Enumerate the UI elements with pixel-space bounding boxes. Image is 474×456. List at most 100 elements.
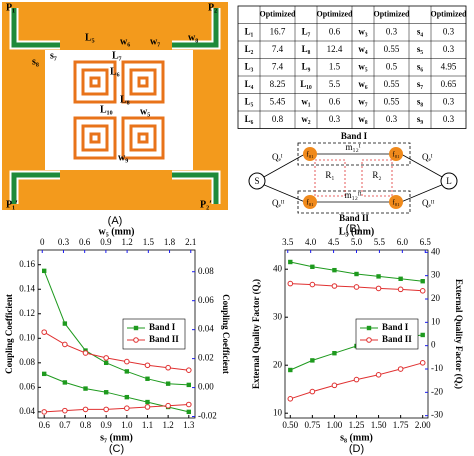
plot-frame xyxy=(37,249,196,419)
resonator-node xyxy=(389,147,403,161)
table-cell: 1.5 xyxy=(329,61,341,71)
table-cell: 0.3 xyxy=(386,26,398,36)
table-cell: 5.45 xyxy=(270,96,286,106)
x2-tick-label: 3.5 xyxy=(282,237,294,247)
region-label: R₁ xyxy=(325,170,334,180)
marker xyxy=(287,396,294,402)
port-label: P₂ xyxy=(208,2,217,13)
table-header: Optimized xyxy=(431,10,468,19)
q-label: Qₑᴵᴵ xyxy=(272,198,285,208)
marker xyxy=(83,386,88,391)
dim-label: w₉ xyxy=(118,152,128,163)
marker xyxy=(398,276,403,281)
marker xyxy=(397,366,404,372)
marker xyxy=(62,341,68,348)
table-cell: w₂ xyxy=(301,114,310,124)
table-cell: L₇ xyxy=(302,26,311,36)
y-tick-label: 0.10 xyxy=(19,332,35,342)
y2-tick-label: 0.06 xyxy=(198,295,214,305)
port-label: P₁ xyxy=(6,2,15,13)
cavity xyxy=(45,50,193,170)
table-cell: 0.3 xyxy=(443,44,455,54)
marker xyxy=(82,350,89,356)
table-cell: s₆ xyxy=(417,61,424,71)
marker xyxy=(332,267,337,273)
dim-label: w₅ xyxy=(140,106,150,117)
q-label: Qₑᴵ xyxy=(422,152,433,162)
marker xyxy=(103,390,109,395)
table-cell: s₇ xyxy=(417,79,424,89)
chart: 0.50 0.75 1.00 1.25 1.50 1.75 2.00 3.5 4.0 4.5 5.0… xyxy=(251,226,464,455)
marker xyxy=(124,369,130,374)
chart: 0.6 0.7 0.8 0.9 1.0 1.1 1.2 1.3 0 0.3 0.6 0.9 1.2 1.5… xyxy=(4,226,231,455)
table-cell: 12.4 xyxy=(327,44,343,54)
series-line xyxy=(43,270,189,386)
marker xyxy=(124,394,130,400)
table-header: Optimized xyxy=(374,10,411,19)
table-cell: w₁ xyxy=(301,96,310,106)
series-line xyxy=(290,261,423,282)
marker xyxy=(397,286,404,293)
marker xyxy=(332,351,337,356)
x-tick-label: 1.75 xyxy=(393,420,409,430)
table-cell: 7.4 xyxy=(272,44,284,54)
resonator-node xyxy=(303,147,317,161)
marker xyxy=(309,388,316,395)
dim-label: s₈ xyxy=(32,56,39,67)
marker xyxy=(376,274,381,279)
marker xyxy=(145,399,150,405)
x2-tick-label: 6.0 xyxy=(397,237,409,247)
marker xyxy=(375,372,382,378)
table-cell: s₅ xyxy=(417,44,424,54)
x-tick-label: 1.00 xyxy=(327,420,343,430)
table-cell: 0.3 xyxy=(329,114,341,124)
node-label: f₀₁ xyxy=(306,151,313,159)
x-tick-label: 0.9 xyxy=(101,420,113,430)
feed-lines xyxy=(11,8,219,204)
panel-caption: (D) xyxy=(349,443,364,455)
marker xyxy=(144,362,151,369)
source-node xyxy=(248,172,266,190)
y2-tick-label: -0.02 xyxy=(198,411,217,421)
y-tick-label: 0.08 xyxy=(19,357,35,367)
marker xyxy=(186,382,192,388)
band-label: Band II xyxy=(339,213,369,223)
table-cell: 0.55 xyxy=(384,79,400,89)
table-cell: 8.25 xyxy=(270,79,286,89)
x-tick-label: 0.8 xyxy=(80,420,92,430)
y-tick-label: 0.06 xyxy=(19,381,35,391)
marker xyxy=(165,381,171,386)
x-tick-label: 1.1 xyxy=(142,420,153,430)
marker xyxy=(62,380,68,385)
marker xyxy=(420,332,425,338)
diagram-lines xyxy=(261,142,445,214)
table-cell: 0.3 xyxy=(443,26,455,36)
series-line xyxy=(44,404,189,413)
load-node xyxy=(440,172,458,190)
table-cell: w₈ xyxy=(358,114,367,124)
x2-tick-label: 0 xyxy=(40,237,45,247)
x-tick-label: 1.25 xyxy=(349,420,365,430)
y-tick-label: 20 xyxy=(273,359,283,369)
table-header: Optimized xyxy=(260,10,297,19)
marker xyxy=(124,358,130,365)
table-cell: w₃ xyxy=(358,26,367,36)
legend-label: Band I xyxy=(149,322,176,332)
table-cell: L₁ xyxy=(245,26,254,36)
x2-tick-label: 1.2 xyxy=(121,237,132,247)
y2-tick-label: 10 xyxy=(431,316,441,326)
table-cell: 0.8 xyxy=(272,114,284,124)
marker xyxy=(103,355,109,361)
marker xyxy=(288,367,293,373)
table-cell: 0.3 xyxy=(443,96,455,106)
marker xyxy=(310,358,315,363)
x-tick-label: 1.0 xyxy=(121,420,133,430)
marker xyxy=(375,285,382,292)
y2-tick-label: 30 xyxy=(431,270,441,280)
dim-label: w₆ xyxy=(120,36,130,47)
marker xyxy=(419,360,426,366)
table-cell: 0.3 xyxy=(386,114,398,124)
marker xyxy=(186,409,192,415)
dim-label: L₅ xyxy=(85,32,95,43)
table-cell: 16.7 xyxy=(270,26,286,36)
